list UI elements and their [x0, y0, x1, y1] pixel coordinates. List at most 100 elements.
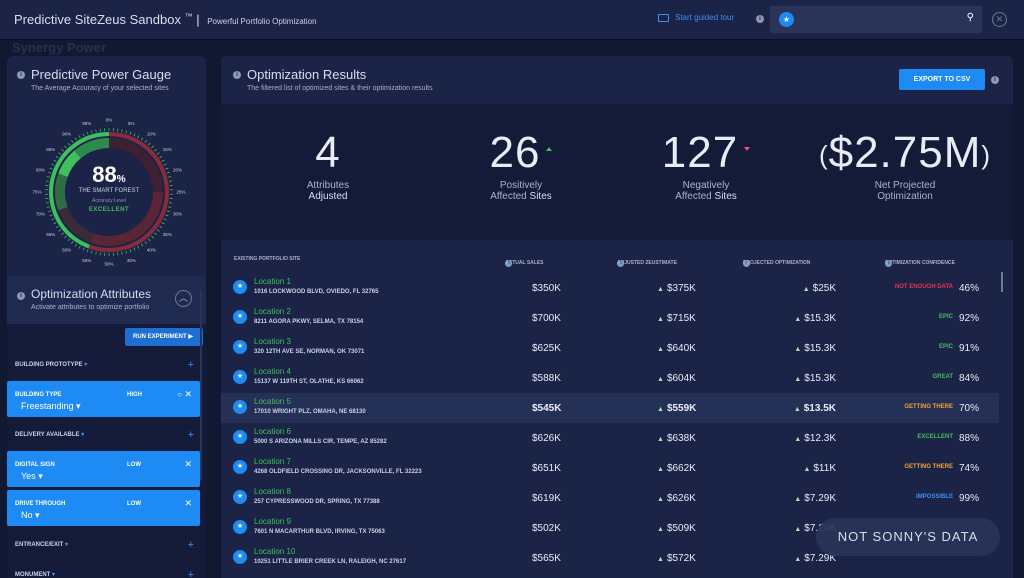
col-label: ADJUSTED ZEUSTIMATE — [617, 260, 677, 266]
gauge-tick — [55, 155, 59, 159]
gauge-tick-label: 10% — [147, 131, 156, 136]
attribute-name: MONUMENT — [15, 572, 51, 578]
location-name[interactable]: Location 1 — [254, 277, 291, 286]
attribute-name: ENTRANCE/EXIT — [15, 542, 64, 548]
attribute-value-select[interactable]: Yes ▾ — [21, 471, 43, 481]
attribute-delivery-available[interactable]: DELIVERY AVAILABLE ▾ + — [7, 421, 200, 449]
close-icon[interactable]: ✕ — [184, 389, 192, 399]
location-name[interactable]: Location 7 — [254, 457, 291, 466]
adjusted-value: $509K — [666, 523, 696, 534]
attribute-building-prototype[interactable]: BUILDING PROTOTYPE ▾ + — [7, 351, 200, 379]
location-name[interactable]: Location 5 — [254, 397, 291, 406]
location-pin-icon[interactable]: ★ — [233, 370, 247, 384]
attribute-digital-sign[interactable]: DIGITAL SIGN LOW ✕ Yes ▾ — [7, 451, 200, 487]
attribute-value-select[interactable]: Freestanding ▾ — [21, 401, 81, 411]
location-name[interactable]: Location 10 — [254, 547, 296, 556]
info-icon[interactable]: i — [756, 15, 764, 23]
location-pin-icon[interactable]: ★ — [233, 280, 247, 294]
app-title: Predictive SiteZeus Sandbox ™ | Powerful… — [14, 12, 317, 27]
plus-icon[interactable]: + — [187, 539, 194, 551]
attributes-scrollbar[interactable] — [200, 290, 202, 480]
start-tour-link[interactable]: Start guided tour — [658, 13, 734, 22]
table-scrollbar[interactable] — [1001, 272, 1003, 292]
search-icon[interactable]: ⚲ — [966, 12, 974, 23]
arrow-up-icon: ▲ — [657, 556, 664, 563]
plus-icon[interactable]: + — [187, 429, 194, 441]
info-icon[interactable]: i — [233, 71, 241, 79]
attribute-level[interactable]: HIGH — [127, 392, 142, 398]
confidence-label: GREAT — [932, 374, 953, 380]
location-pin-icon[interactable]: ★ — [233, 460, 247, 474]
gauge-segment — [58, 207, 94, 243]
gauge-tick — [154, 232, 157, 236]
info-icon[interactable]: i — [17, 292, 25, 300]
attribute-entrance-exit[interactable]: ENTRANCE/EXIT ▾ + — [7, 531, 200, 559]
adjusted-zeustimate: ▲ $715K — [657, 313, 696, 324]
arrow-up-icon: ▲ — [657, 406, 664, 413]
location-pin-icon[interactable]: ★ — [233, 490, 247, 504]
location-pin-icon[interactable]: ★ — [233, 520, 247, 534]
run-experiment-button[interactable]: RUN EXPERIMENT ▶ — [125, 328, 203, 346]
projected-value: $11K — [813, 463, 836, 474]
table-row[interactable]: ★ Location 2 8211 AGORA PKWY, SELMA, TX 78… — [221, 303, 999, 333]
gauge-tick — [64, 235, 67, 239]
table-row[interactable]: ★ Location 3 320 12TH AVE SE, NORMAN, OK 7… — [221, 333, 999, 363]
table-row[interactable]: ★ Location 6 5000 S ARIZONA MILLS CIR, TEM… — [221, 423, 999, 453]
location-pin-icon[interactable]: ★ — [233, 430, 247, 444]
arrow-up-icon: ▲ — [794, 496, 802, 503]
attribute-level[interactable]: LOW — [127, 462, 141, 468]
stat-label-line2: Optimization — [877, 191, 933, 202]
location-address: 1016 LOCKWOOD BLVD, OVIEDO, FL 32765 — [254, 289, 379, 295]
close-icon[interactable]: ✕ — [992, 12, 1007, 27]
info-icon[interactable]: i — [991, 76, 999, 84]
table-row[interactable]: ★ Location 10 10251 LITTLE BRIER CREEK LN,… — [221, 543, 999, 573]
attribute-level[interactable]: LOW — [127, 501, 141, 507]
gauge-tick — [71, 139, 74, 143]
location-name[interactable]: Location 4 — [254, 367, 291, 376]
location-pin-icon[interactable]: ★ — [233, 340, 247, 354]
gauge-tick — [46, 176, 50, 178]
attribute-building-type[interactable]: BUILDING TYPE HIGH ○ ✕ Freestanding ▾ — [7, 381, 200, 417]
plus-icon[interactable]: + — [187, 359, 194, 371]
sort-icon: ▾ — [745, 260, 748, 266]
table-row[interactable]: ★ Location 5 17010 WRIGHT PLZ, OMAHA, NE 6… — [221, 393, 999, 423]
gauge-tick — [169, 202, 173, 204]
location-address: 257 CYPRESSWOOD DR, SPRING, TX 77388 — [254, 499, 380, 505]
table-row[interactable]: ★ Location 1 1016 LOCKWOOD BLVD, OVIEDO, F… — [221, 273, 999, 303]
col-existing-site[interactable]: EXISTING PORTFOLIO SITE — [234, 256, 301, 262]
search-input[interactable]: ★ ⚲ — [770, 6, 982, 33]
gauge-title-part1: Predictive — [31, 67, 92, 82]
location-pin-icon[interactable]: ★ — [233, 400, 247, 414]
title-separator: | — [196, 12, 200, 27]
stat-label-line1: Net Projected — [874, 180, 936, 191]
close-icon[interactable]: ✕ — [184, 498, 192, 508]
refresh-icon[interactable]: ○ — [177, 390, 182, 399]
actual-sales: $502K — [532, 523, 561, 534]
table-row[interactable]: ★ Location 8 257 CYPRESSWOOD DR, SPRING, T… — [221, 483, 999, 513]
attribute-monument[interactable]: MONUMENT ▾ + — [7, 561, 200, 578]
table-row[interactable]: ★ Location 7 4268 OLDFIELD CROSSING DR, JA… — [221, 453, 999, 483]
actual-sales: $651K — [532, 463, 561, 474]
location-pin-icon[interactable]: ★ — [233, 310, 247, 324]
plus-icon[interactable]: + — [187, 569, 194, 578]
info-icon[interactable]: i — [17, 71, 25, 79]
sitezeus-logo-icon: ★ — [779, 12, 794, 27]
location-name[interactable]: Location 2 — [254, 307, 291, 316]
export-csv-button[interactable]: EXPORT TO CSV — [899, 69, 985, 90]
location-pin-icon[interactable]: ★ — [233, 550, 247, 564]
attribute-drive-through[interactable]: DRIVE THROUGH LOW ✕ No ▾ — [7, 490, 200, 526]
table-row[interactable]: ★ Location 4 15137 W 119TH ST, OLATHE, KS … — [221, 363, 999, 393]
location-address: 5000 S ARIZONA MILLS CIR, TEMPE, AZ 8528… — [254, 439, 387, 445]
attribute-name: DIGITAL SIGN — [15, 462, 55, 468]
location-name[interactable]: Location 8 — [254, 487, 291, 496]
chevron-up-icon[interactable]: ︿ — [175, 290, 192, 307]
paren-left: ( — [818, 139, 829, 170]
location-name[interactable]: Location 3 — [254, 337, 291, 346]
location-name[interactable]: Location 9 — [254, 517, 291, 526]
location-name[interactable]: Location 6 — [254, 427, 291, 436]
attribute-value-select[interactable]: No ▾ — [21, 510, 40, 520]
gauge-tick — [169, 180, 173, 182]
close-icon[interactable]: ✕ — [184, 459, 192, 469]
stat-label-line2b: Sites — [529, 191, 552, 202]
gauge-tick — [53, 159, 57, 162]
